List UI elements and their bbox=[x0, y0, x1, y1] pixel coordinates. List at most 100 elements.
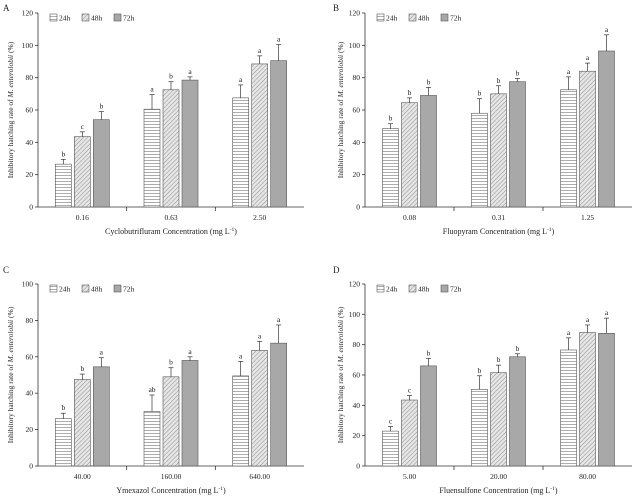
legend-label-24h: 24h bbox=[59, 14, 71, 23]
y-tick-label: 80 bbox=[26, 73, 34, 82]
bar-48h bbox=[401, 102, 418, 208]
x-category-label: 5.00 bbox=[403, 472, 416, 481]
legend-swatch-72h bbox=[440, 13, 449, 22]
bar-24h bbox=[382, 128, 399, 208]
y-tick-label: 40 bbox=[26, 138, 34, 147]
significance-letter: b bbox=[497, 76, 501, 85]
legend-label-24h: 24h bbox=[386, 285, 398, 294]
y-axis-title: Inhibitory hatching rate of M. enterolob… bbox=[336, 41, 345, 178]
significance-letter: a bbox=[567, 328, 571, 337]
bar-72h bbox=[270, 60, 287, 208]
significance-letter: b bbox=[497, 355, 501, 364]
legend-swatch-48h bbox=[81, 13, 90, 22]
significance-letter: b bbox=[61, 149, 65, 158]
y-axis-title: Inhibitory hatching rate of M. enterolob… bbox=[6, 306, 15, 443]
legend-swatch-72h bbox=[440, 284, 449, 293]
legend-label-72h: 72h bbox=[450, 14, 462, 23]
legend-label-24h: 24h bbox=[386, 14, 398, 23]
y-tick-label: 0 bbox=[356, 203, 360, 212]
bar-72h bbox=[598, 332, 615, 467]
bar-72h bbox=[93, 366, 110, 467]
bar-48h bbox=[490, 93, 507, 208]
bar-24h bbox=[560, 89, 577, 208]
panel-c: C 0 20 40 60 80 100 40.00 b b a 160.00 ab b a 640.00 a a a… bbox=[3, 265, 304, 495]
panel-b: B 0 20 40 60 80 100 120 0.08 b b b 0.31 b b b 1.25 a a a Flu… bbox=[333, 3, 632, 236]
legend-swatch-24h bbox=[376, 13, 385, 22]
x-category-label: 1.25 bbox=[581, 213, 594, 222]
y-tick-label: 120 bbox=[349, 9, 361, 18]
y-tick-label: 0 bbox=[29, 203, 33, 212]
bar-48h bbox=[74, 379, 91, 467]
significance-letter: a bbox=[586, 53, 590, 62]
significance-letter: a bbox=[605, 25, 609, 34]
significance-letter: a bbox=[567, 67, 571, 76]
x-category-label: 40.00 bbox=[74, 472, 91, 481]
significance-letter: b bbox=[61, 403, 65, 412]
x-category-label: 80.00 bbox=[579, 472, 596, 481]
x-category-label: 640.00 bbox=[249, 472, 270, 481]
y-tick-label: 100 bbox=[349, 310, 361, 319]
significance-letter: a bbox=[258, 46, 262, 55]
bar-72h bbox=[509, 356, 526, 467]
legend-label-24h: 24h bbox=[59, 285, 71, 294]
significance-letter: a bbox=[100, 348, 104, 357]
x-category-label: 0.08 bbox=[403, 213, 416, 222]
bar-72h bbox=[420, 95, 437, 208]
significance-letter: b bbox=[478, 366, 482, 375]
y-tick-label: 40 bbox=[26, 389, 34, 398]
significance-letter: b bbox=[516, 344, 520, 353]
x-category-label: 2.50 bbox=[253, 213, 266, 222]
significance-letter: a bbox=[188, 67, 192, 76]
bar-48h bbox=[251, 350, 268, 467]
significance-letter: b bbox=[99, 102, 103, 111]
x-axis-title: Cyclobutrifluram Concentration (mg L-1) bbox=[105, 227, 237, 236]
legend-label-48h: 48h bbox=[91, 14, 103, 23]
x-axis-title: Fluopyram Concentration (mg L-1) bbox=[443, 227, 555, 236]
significance-letter: c bbox=[81, 122, 85, 131]
bar-48h bbox=[579, 332, 596, 467]
significance-letter: a bbox=[277, 315, 281, 324]
x-axis-title: Fluensulfone Concentration (mg L-1) bbox=[439, 486, 557, 495]
significance-letter: b bbox=[169, 358, 173, 367]
legend-label-48h: 48h bbox=[91, 285, 103, 294]
significance-letter: a bbox=[277, 35, 281, 44]
bar-72h bbox=[509, 81, 526, 208]
significance-letter: a bbox=[605, 308, 609, 317]
panel-letter: C bbox=[3, 265, 9, 275]
legend-label-48h: 48h bbox=[418, 285, 430, 294]
bar-48h bbox=[401, 399, 418, 467]
bar-72h bbox=[93, 119, 110, 208]
x-category-label: 160.00 bbox=[161, 472, 182, 481]
y-tick-label: 80 bbox=[26, 316, 34, 325]
y-tick-label: 80 bbox=[353, 340, 361, 349]
bar-24h bbox=[471, 112, 488, 208]
y-tick-label: 40 bbox=[353, 138, 361, 147]
bar-48h bbox=[490, 372, 507, 467]
significance-letter: b bbox=[389, 114, 393, 123]
legend-label-72h: 72h bbox=[123, 14, 135, 23]
y-tick-label: 100 bbox=[22, 280, 34, 289]
significance-letter: ab bbox=[148, 385, 155, 394]
significance-letter: b bbox=[427, 77, 431, 86]
bar-24h bbox=[560, 349, 577, 467]
panel-letter: D bbox=[333, 265, 340, 275]
bar-24h bbox=[471, 389, 488, 467]
y-tick-label: 60 bbox=[353, 371, 361, 380]
bar-72h bbox=[181, 79, 199, 208]
panel-d: D 0 20 40 60 80 100 120 5.00 c c b 20.00 b b b 80.00 a a a F… bbox=[333, 265, 632, 495]
bar-24h bbox=[232, 97, 249, 208]
bar-24h bbox=[232, 375, 249, 467]
y-tick-label: 20 bbox=[26, 170, 34, 179]
y-tick-label: 20 bbox=[353, 431, 361, 440]
bar-72h bbox=[598, 50, 615, 208]
significance-letter: a bbox=[586, 315, 590, 324]
y-axis-title: Inhibitory hatching rate of M. enterolob… bbox=[336, 306, 345, 443]
y-tick-label: 80 bbox=[353, 73, 361, 82]
bar-48h bbox=[162, 89, 180, 208]
x-category-label: 0.63 bbox=[164, 213, 177, 222]
y-tick-label: 60 bbox=[353, 106, 361, 115]
bar-48h bbox=[162, 376, 180, 467]
significance-letter: a bbox=[239, 75, 243, 84]
